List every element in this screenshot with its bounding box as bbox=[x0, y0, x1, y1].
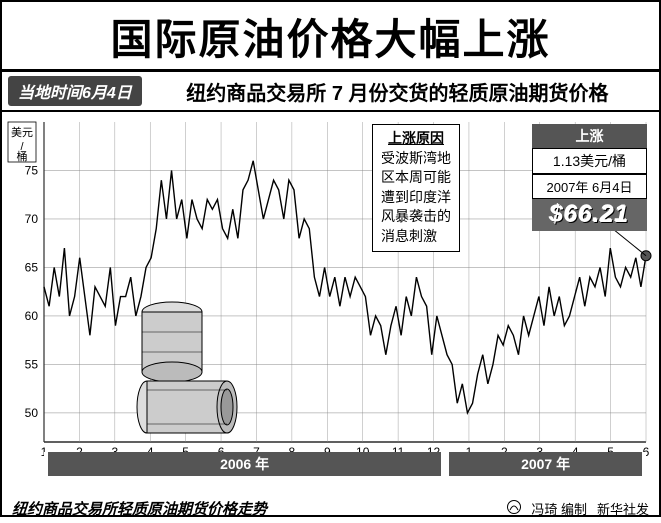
credit-author: 冯琦 编制 bbox=[531, 499, 587, 518]
reason-box: 上涨原因 受波斯湾地 区本周可能 遭到印度洋 风暴袭击的 消息刺激 bbox=[372, 124, 460, 252]
rise-label: 上涨 bbox=[532, 124, 647, 148]
svg-text:70: 70 bbox=[25, 212, 39, 226]
headline: 国际原油价格大幅上涨 bbox=[2, 2, 659, 72]
reason-line: 区本周可能 bbox=[381, 168, 451, 188]
svg-text:60: 60 bbox=[25, 309, 39, 323]
date-badge: 当地时间6月4日 bbox=[8, 76, 142, 106]
reason-line: 风暴袭击的 bbox=[381, 207, 451, 227]
reason-title: 上涨原因 bbox=[381, 129, 451, 149]
reason-line: 消息刺激 bbox=[381, 227, 451, 247]
svg-text:美元: 美元 bbox=[11, 126, 33, 139]
svg-text:75: 75 bbox=[25, 163, 39, 177]
price-value: $66.21 bbox=[532, 199, 647, 231]
credit: 冯琦 编制 新华社发 bbox=[507, 498, 649, 519]
reason-line: 受波斯湾地 bbox=[381, 149, 451, 169]
footer: 纽约商品交易所轻质原油期货价格走势 冯琦 编制 新华社发 bbox=[2, 494, 659, 523]
svg-text:桶: 桶 bbox=[17, 149, 28, 163]
svg-text:65: 65 bbox=[25, 260, 39, 274]
rise-amount: 1.13美元/桶 bbox=[532, 148, 647, 174]
svg-text:55: 55 bbox=[25, 357, 39, 371]
chart-area: 美元/桶505560657075123456789101112123456 上涨… bbox=[2, 112, 659, 494]
year-segment: 2006 年 bbox=[44, 452, 445, 476]
footer-caption: 纽约商品交易所轻质原油期货价格走势 bbox=[12, 498, 267, 519]
price-date: 2007年 6月4日 bbox=[532, 174, 647, 199]
xinhua-icon bbox=[507, 500, 521, 517]
year-segment: 2007 年 bbox=[445, 452, 646, 476]
price-box: 上涨 1.13美元/桶 2007年 6月4日 $66.21 bbox=[532, 124, 647, 231]
subtitle: 纽约商品交易所 7 月份交货的轻质原油期货价格 bbox=[142, 77, 653, 106]
credit-source: 新华社发 bbox=[597, 499, 649, 518]
reason-line: 遭到印度洋 bbox=[381, 188, 451, 208]
svg-text:50: 50 bbox=[25, 406, 39, 420]
subheader: 当地时间6月4日 纽约商品交易所 7 月份交货的轻质原油期货价格 bbox=[2, 72, 659, 112]
year-axis-bar: 2006 年2007 年 bbox=[44, 452, 646, 476]
